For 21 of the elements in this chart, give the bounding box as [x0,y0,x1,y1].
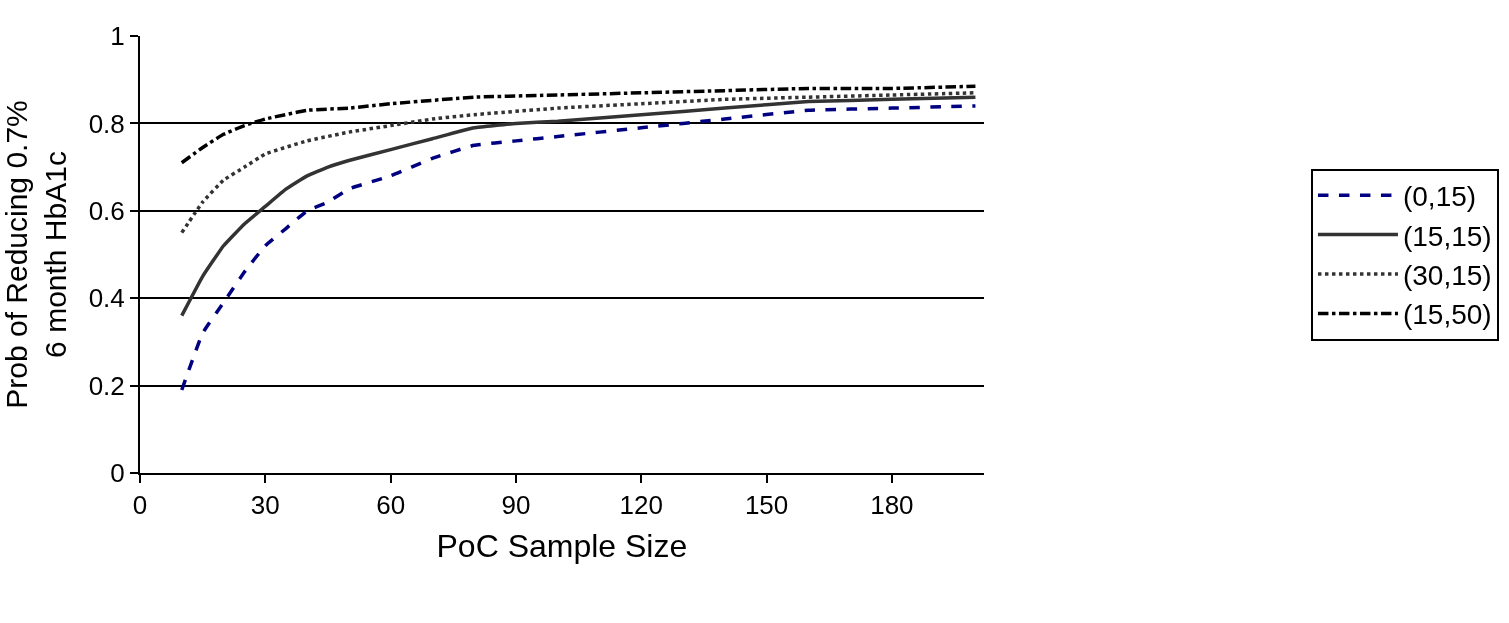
x-tick-label: 30 [250,490,280,521]
y-tick-label: 0.8 [88,108,125,139]
x-tick-label: 150 [744,490,789,521]
x-tick-label: 0 [132,490,148,521]
x-axis-title: PoC Sample Size [436,527,688,564]
y-tick-label: 1 [110,21,125,52]
legend-label: (15,50) [1402,299,1492,331]
x-tick-label: 90 [501,490,531,521]
y-tick-label: 0.2 [88,370,125,401]
legend-label: (0,15) [1402,181,1477,213]
y-axis-title: Prob of Reducing 0.7% 6 month HbA1c [0,100,72,409]
y-tick-label: 0.6 [88,195,125,226]
x-tick-label: 180 [870,490,914,521]
x-tick-label: 120 [619,490,663,521]
y-tick-label: 0.4 [88,283,125,314]
legend-label: (30,15) [1402,259,1492,291]
y-tick-label: 0 [110,458,125,489]
line-series [180,95,978,318]
line-series [180,104,978,392]
legend-label: (15,15) [1402,220,1492,252]
x-tick-label: 60 [376,490,406,521]
